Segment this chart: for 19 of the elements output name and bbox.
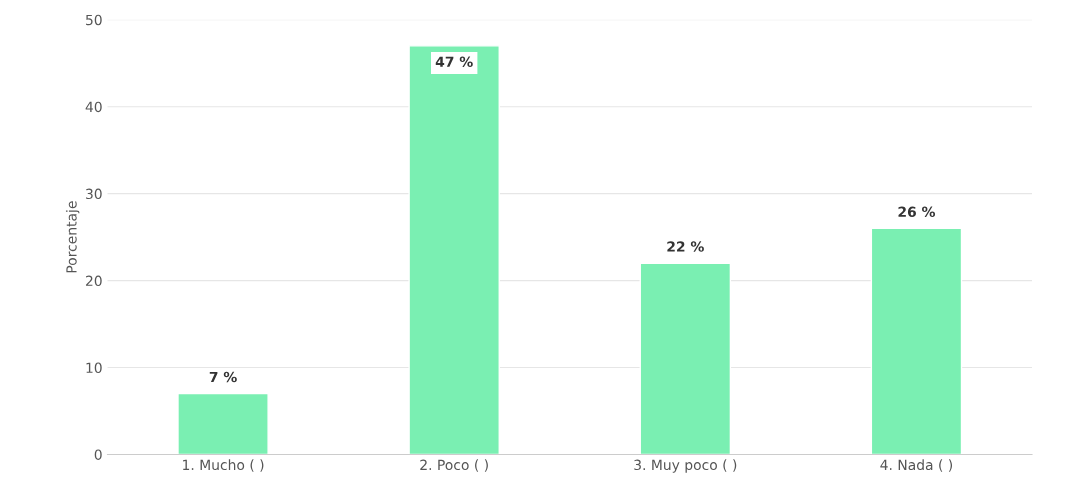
bar [177,392,269,455]
data-label: 7 % [209,371,237,383]
bar [870,227,963,455]
x-tick-label: 4. Nada ( ) [880,459,953,472]
y-tick-label: 0 [94,449,102,460]
bar [408,45,500,455]
bar [639,262,732,455]
data-label: 22 % [667,241,704,252]
y-tick-label: 10 [86,362,102,374]
y-axis-title: Porcentaje [65,201,80,273]
y-tick-label: 20 [85,275,102,287]
x-tick-label: 2. Poco ( ) [420,459,488,472]
x-tick-label: 1. Mucho ( ) [183,459,264,472]
data-label: 26 % [898,206,936,218]
data-label: 47 % [435,56,473,68]
x-tick-label: 3. Muy poco ( ) [634,459,737,473]
y-tick-label: 40 [85,101,102,113]
y-tick-label: 30 [86,188,102,200]
y-tick-label: 50 [86,14,102,26]
